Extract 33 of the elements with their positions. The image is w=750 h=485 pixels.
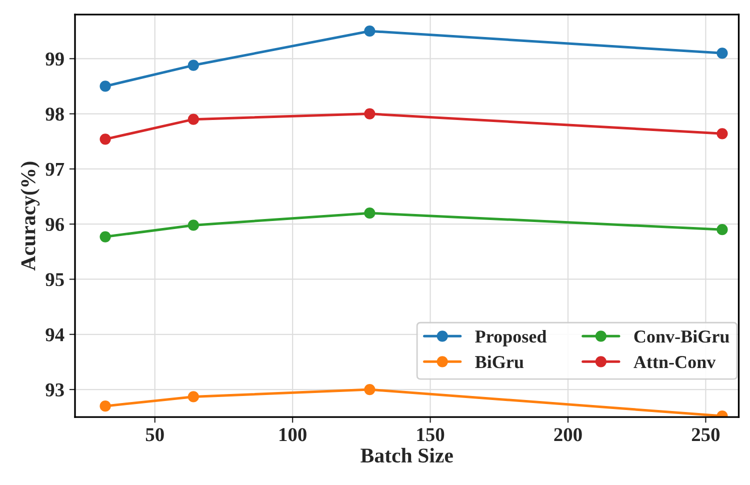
point bbox=[364, 108, 376, 120]
x-tick-label: 50 bbox=[146, 428, 164, 442]
point bbox=[364, 26, 376, 37]
y-tick-label: 98 bbox=[46, 108, 64, 121]
y-tick-label: 94 bbox=[46, 328, 64, 342]
y-tick-label: 95 bbox=[46, 273, 64, 286]
point bbox=[188, 114, 199, 125]
point bbox=[100, 80, 111, 92]
legend-label: Conv-BiGru bbox=[634, 330, 730, 343]
y-tick-label: 97 bbox=[46, 162, 64, 176]
legend-label: BiGru bbox=[475, 355, 524, 368]
point bbox=[716, 224, 728, 236]
point bbox=[716, 48, 728, 59]
point bbox=[188, 220, 199, 231]
x-tick-label: 100 bbox=[280, 428, 306, 442]
y-tick-label: 93 bbox=[46, 383, 64, 396]
point bbox=[716, 128, 728, 140]
x-tick-label: 200 bbox=[554, 428, 582, 442]
point bbox=[100, 134, 111, 145]
y-axis-title: Acuracy(%) bbox=[20, 162, 40, 271]
point bbox=[100, 231, 111, 242]
x-tick-label: 250 bbox=[692, 428, 720, 442]
y-tick-label: 96 bbox=[46, 218, 64, 232]
point bbox=[100, 400, 111, 412]
legend-label: Proposed bbox=[475, 330, 547, 346]
point bbox=[364, 384, 376, 396]
x-axis-title: Batch Size bbox=[360, 448, 453, 463]
legend-label: Attn-Conv bbox=[634, 356, 716, 368]
point bbox=[188, 391, 199, 402]
y-tick-label: 99 bbox=[46, 52, 64, 66]
point bbox=[364, 208, 376, 219]
x-tick-label: 150 bbox=[417, 428, 444, 442]
point bbox=[188, 60, 199, 71]
